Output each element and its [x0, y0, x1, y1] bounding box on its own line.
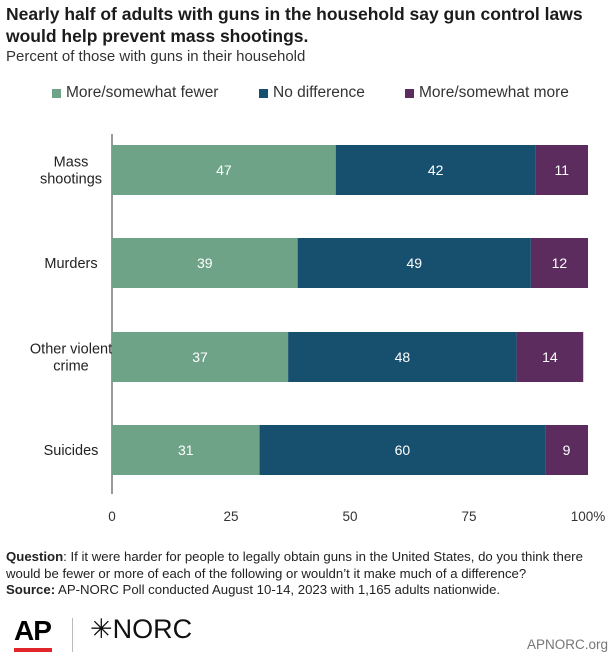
- bar-segment: [297, 238, 531, 288]
- x-tick-label: 75: [461, 509, 476, 524]
- source-label: Source:: [6, 582, 56, 597]
- x-tick-label: 100%: [571, 509, 606, 524]
- bar-segment: [545, 425, 588, 475]
- bar-segment: [288, 332, 517, 382]
- ap-logo: AP: [14, 615, 52, 646]
- legend-item: More/somewhat more: [405, 84, 569, 102]
- data-label: 31: [178, 442, 194, 458]
- question-text: : If it were harder for people to legall…: [6, 549, 583, 581]
- bar-segment: [112, 238, 298, 288]
- bar-segment: [112, 332, 289, 382]
- data-label: 60: [395, 442, 411, 458]
- data-label: 14: [542, 349, 558, 365]
- legend-label: More/somewhat fewer: [66, 84, 219, 101]
- category-label: Suicides: [44, 443, 99, 459]
- legend-label: No difference: [273, 84, 365, 101]
- chart-title: Nearly half of adults with guns in the h…: [6, 4, 583, 46]
- legend-swatch: [52, 88, 61, 98]
- norc-logo: ✳NORC: [90, 614, 193, 644]
- site-url: APNORC.org: [526, 637, 608, 652]
- category-label: crime: [53, 359, 88, 375]
- chart-legend: More/somewhat fewer No difference More/som…: [0, 84, 616, 106]
- category-label: Mass: [54, 155, 89, 171]
- bar-segment: [112, 145, 336, 195]
- x-tick-label: 0: [108, 509, 116, 524]
- legend-item: More/somewhat fewer: [52, 84, 218, 102]
- data-label: 42: [428, 162, 444, 178]
- bar-segment: [112, 425, 260, 475]
- data-label: 11: [555, 162, 570, 178]
- category-label: Other violent: [30, 342, 112, 358]
- source-text: AP-NORC Poll conducted August 10-14, 202…: [55, 582, 501, 597]
- chart-footnote: Question: If it were harder for people t…: [6, 549, 610, 599]
- chart-subtitle: Percent of those with guns in their hous…: [6, 48, 306, 65]
- x-tick-label: 25: [223, 509, 238, 524]
- bar-segment: [259, 425, 546, 475]
- data-label: 39: [197, 255, 213, 271]
- legend-swatch: [405, 88, 414, 98]
- data-label: 47: [216, 162, 232, 178]
- legend-item: No difference: [259, 84, 365, 102]
- x-tick-label: 50: [342, 509, 357, 524]
- legend-label: More/somewhat more: [419, 84, 569, 101]
- category-label: Murders: [44, 256, 97, 272]
- legend-swatch: [259, 88, 268, 98]
- category-label: shootings: [40, 172, 102, 188]
- data-label: 37: [192, 349, 208, 365]
- data-label: 48: [395, 349, 411, 365]
- ap-logo-underline: [14, 648, 52, 652]
- bar-segment: [535, 145, 588, 195]
- question-label: Question: [6, 549, 64, 564]
- bar-segment: [516, 332, 584, 382]
- bar-segment: [335, 145, 536, 195]
- data-label: 12: [552, 255, 568, 271]
- data-label: 49: [406, 255, 422, 271]
- data-label: 9: [563, 442, 571, 458]
- bar-segment: [530, 238, 588, 288]
- logo-divider: [72, 618, 73, 652]
